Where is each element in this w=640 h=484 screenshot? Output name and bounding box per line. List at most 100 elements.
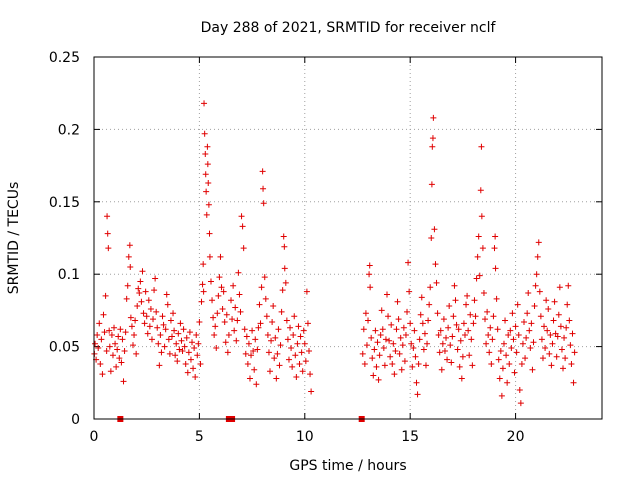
data-point	[508, 345, 515, 352]
data-point	[524, 310, 531, 317]
data-point	[478, 143, 485, 150]
data-point	[421, 330, 428, 337]
data-point	[210, 314, 217, 321]
data-point	[424, 340, 431, 347]
data-point	[170, 310, 177, 317]
data-point	[476, 272, 483, 279]
data-point	[483, 340, 490, 347]
data-point	[118, 359, 125, 366]
data-point	[287, 324, 294, 331]
data-point	[150, 316, 157, 323]
data-point	[269, 318, 276, 325]
data-point	[182, 360, 189, 367]
data-point	[527, 345, 534, 352]
data-point	[144, 330, 151, 337]
data-point	[368, 334, 375, 341]
data-point	[408, 340, 415, 347]
data-point	[563, 324, 570, 331]
data-point	[255, 324, 262, 331]
data-point	[142, 288, 149, 295]
data-point	[373, 363, 380, 370]
data-point	[306, 347, 313, 354]
data-point	[216, 274, 223, 281]
data-point	[296, 360, 303, 367]
data-point	[291, 313, 298, 320]
data-point	[292, 352, 299, 359]
data-point	[471, 297, 478, 304]
data-point	[399, 342, 406, 349]
data-point	[96, 320, 103, 327]
data-point	[411, 327, 418, 334]
data-point	[396, 350, 403, 357]
data-point	[452, 297, 459, 304]
data-point	[492, 233, 499, 240]
data-point	[513, 349, 520, 356]
data-point	[433, 279, 440, 286]
data-point	[464, 292, 471, 299]
data-point	[186, 329, 193, 336]
data-point	[199, 281, 206, 288]
data-point	[267, 368, 274, 375]
data-point	[125, 253, 132, 260]
data-point	[200, 288, 207, 295]
data-point	[143, 313, 150, 320]
data-point	[203, 188, 210, 195]
data-point	[257, 320, 264, 327]
data-point	[451, 282, 458, 289]
data-point	[268, 337, 275, 344]
data-point	[362, 310, 369, 317]
data-point	[564, 301, 571, 308]
data-point	[570, 379, 577, 386]
data-point	[443, 334, 450, 341]
data-point	[187, 356, 194, 363]
data-point	[275, 326, 282, 333]
data-point	[184, 369, 191, 376]
data-point	[488, 360, 495, 367]
data-point	[410, 345, 417, 352]
data-point	[489, 336, 496, 343]
data-point	[479, 245, 486, 252]
data-point	[386, 337, 393, 344]
data-point	[375, 376, 382, 383]
data-point	[95, 345, 102, 352]
data-point	[94, 332, 101, 339]
data-point	[429, 143, 436, 150]
data-point	[129, 342, 136, 349]
data-point	[470, 320, 477, 327]
data-point	[418, 294, 425, 301]
data-point	[224, 349, 231, 356]
data-point	[254, 346, 261, 353]
x-tick-label: 15	[401, 429, 419, 445]
data-point	[484, 308, 491, 315]
data-point	[434, 310, 441, 317]
data-point	[498, 392, 505, 399]
data-point	[261, 274, 268, 281]
data-point	[98, 336, 105, 343]
data-point	[466, 352, 473, 359]
data-point	[223, 311, 230, 318]
data-point	[263, 313, 270, 320]
data-point	[231, 327, 238, 334]
data-point	[139, 268, 146, 275]
data-point	[181, 343, 188, 350]
data-point	[166, 350, 173, 357]
data-point	[565, 282, 572, 289]
data-point	[497, 347, 504, 354]
data-point	[112, 340, 119, 347]
data-point	[262, 295, 269, 302]
data-point	[367, 284, 374, 291]
x-axis-label: GPS time / hours	[289, 458, 406, 474]
data-point	[406, 288, 413, 295]
data-point	[413, 379, 420, 386]
data-point	[506, 360, 513, 367]
data-point	[155, 340, 162, 347]
data-point	[202, 171, 209, 178]
data-point	[557, 323, 564, 330]
data-point	[382, 336, 389, 343]
data-point	[389, 360, 396, 367]
data-point	[512, 323, 519, 330]
data-point	[222, 339, 229, 346]
data-point	[220, 288, 227, 295]
data-point	[530, 339, 537, 346]
data-point	[566, 317, 573, 324]
